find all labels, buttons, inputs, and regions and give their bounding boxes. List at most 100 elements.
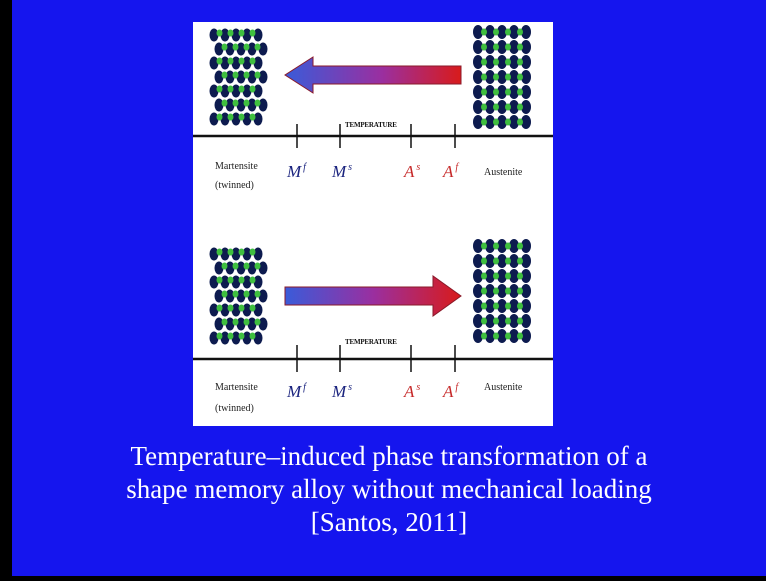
austenite-atom-green xyxy=(517,43,523,51)
austenite-atom-green xyxy=(493,103,499,111)
martensite-atom-dark xyxy=(214,317,224,331)
austenite-atom-green xyxy=(505,287,511,295)
austenite-atom-dark xyxy=(509,100,519,114)
martensite-atom-dark xyxy=(209,84,219,98)
austenite-atom-green xyxy=(493,88,499,96)
martensite-atom-green xyxy=(249,85,256,93)
martensite-atom-green xyxy=(221,290,228,298)
austenite-atom-dark xyxy=(473,329,483,343)
martensite-atom-dark xyxy=(220,112,230,126)
austenite-atom-dark xyxy=(509,70,519,84)
martensite-atom-dark xyxy=(253,112,263,126)
austenite-atom-green xyxy=(481,43,487,51)
austenite-atom-green xyxy=(517,73,523,81)
austenite-atom-green xyxy=(505,242,511,250)
austenite-atom-dark xyxy=(497,55,507,69)
austenite-atom-dark xyxy=(509,115,519,129)
austenite-atom-dark xyxy=(509,269,519,283)
martensite-atom-dark xyxy=(220,303,230,317)
martensite-atom-green xyxy=(227,248,234,256)
austenite-atom-green xyxy=(517,332,523,340)
top-cooling-arrow xyxy=(284,56,462,94)
austenite-atom-green xyxy=(505,28,511,36)
austenite-atom-dark xyxy=(485,284,495,298)
martensite-atom-green xyxy=(221,99,228,107)
martensite-atom-green xyxy=(243,318,250,326)
austenite-atom-green xyxy=(517,118,523,126)
austenite-atom-dark xyxy=(521,329,531,343)
austenite-atom-dark xyxy=(497,329,507,343)
martensite-atom-dark xyxy=(231,56,241,70)
martensite-atom-green xyxy=(249,113,256,121)
martensite-atom-green xyxy=(249,57,256,65)
austenite-atom-dark xyxy=(485,55,495,69)
martensite-atom-dark xyxy=(225,70,235,84)
martensite-atom-dark xyxy=(258,70,268,84)
martensite-atom-dark xyxy=(247,289,257,303)
austenite-atom-dark xyxy=(497,239,507,253)
martensite-atom-green xyxy=(232,71,239,79)
austenite-atom-green xyxy=(517,88,523,96)
austenite-atom-dark xyxy=(485,40,495,54)
martensite-atom-green xyxy=(243,290,250,298)
austenite-atom-dark xyxy=(521,299,531,313)
austenite-atom-dark xyxy=(485,70,495,84)
martensite-atom-dark xyxy=(253,28,263,42)
martensite-atom-green xyxy=(221,71,228,79)
martensite-atom-green xyxy=(243,71,250,79)
austenite-atom-dark xyxy=(509,239,519,253)
martensite-atom-green xyxy=(238,113,245,121)
bottom-twinned-label: (twinned) xyxy=(215,403,254,414)
austenite-atom-dark xyxy=(497,25,507,39)
austenite-atom-green xyxy=(493,73,499,81)
martensite-atom-dark xyxy=(258,289,268,303)
martensite-atom-dark xyxy=(220,84,230,98)
austenite-atom-dark xyxy=(485,329,495,343)
austenite-atom-dark xyxy=(473,40,483,54)
austenite-atom-green xyxy=(481,302,487,310)
martensite-atom-dark xyxy=(225,42,235,56)
austenite-atom-green xyxy=(505,118,511,126)
bottom-austenite-lattice xyxy=(473,239,531,343)
austenite-atom-dark xyxy=(521,284,531,298)
martensite-atom-dark xyxy=(231,303,241,317)
martensite-atom-dark xyxy=(236,42,246,56)
austenite-atom-dark xyxy=(497,85,507,99)
top-temperature-label: TEMPERATURE xyxy=(345,121,397,129)
martensite-atom-dark xyxy=(231,84,241,98)
martensite-atom-dark xyxy=(236,261,246,275)
austenite-atom-green xyxy=(505,302,511,310)
martensite-atom-green xyxy=(216,85,223,93)
austenite-atom-green xyxy=(493,28,499,36)
phase-transformation-figure: TEMPERATURE Martensite (twinned) Austeni… xyxy=(193,22,553,426)
martensite-atom-dark xyxy=(214,42,224,56)
austenite-atom-dark xyxy=(473,254,483,268)
austenite-atom-green xyxy=(481,242,487,250)
martensite-atom-green xyxy=(232,99,239,107)
austenite-atom-dark xyxy=(485,115,495,129)
martensite-atom-dark xyxy=(209,247,219,261)
top-twinned-martensite-lattice xyxy=(209,28,268,126)
austenite-atom-dark xyxy=(521,314,531,328)
martensite-atom-dark xyxy=(258,317,268,331)
martensite-atom-green xyxy=(216,57,223,65)
austenite-atom-green xyxy=(517,272,523,280)
martensite-atom-dark xyxy=(242,331,252,345)
martensite-atom-green xyxy=(254,262,261,270)
martensite-atom-green xyxy=(227,304,234,312)
martensite-atom-dark xyxy=(231,331,241,345)
austenite-atom-dark xyxy=(485,254,495,268)
martensite-atom-green xyxy=(238,248,245,256)
martensite-atom-green xyxy=(216,304,223,312)
austenite-atom-green xyxy=(481,272,487,280)
austenite-atom-green xyxy=(517,287,523,295)
martensite-atom-dark xyxy=(220,275,230,289)
martensite-atom-dark xyxy=(236,317,246,331)
austenite-atom-dark xyxy=(497,299,507,313)
martensite-atom-green xyxy=(227,57,234,65)
austenite-atom-dark xyxy=(497,100,507,114)
